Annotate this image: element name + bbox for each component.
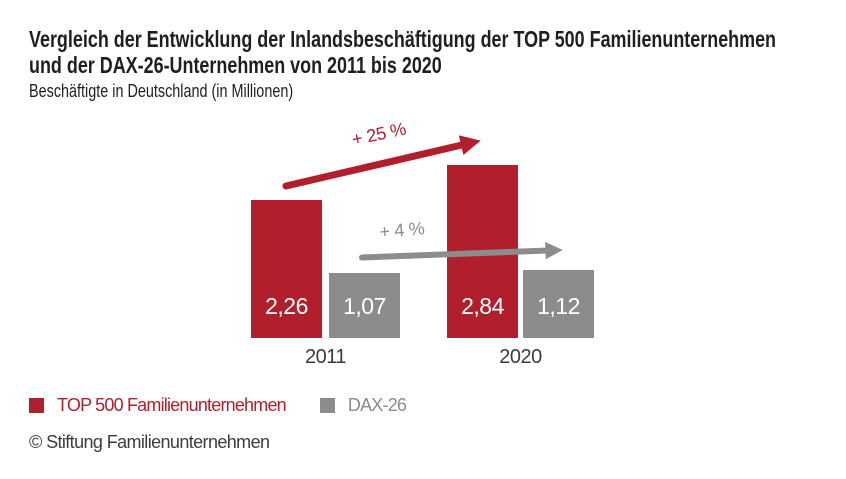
trend-arrow-top500 [282, 135, 481, 190]
chart-subtitle: Beschäftigte in Deutschland (in Millione… [29, 81, 294, 101]
bar-value-label-top500-2011: 2,26 [265, 293, 308, 319]
bar-value-label-dax26-2020: 1,12 [537, 293, 580, 319]
x-axis-label-2020: 2020 [499, 346, 542, 368]
legend-item-dax26: DAX-26 [319, 395, 407, 416]
bar-dax26-2011: 1,07 [329, 273, 400, 338]
growth-annotation-dax26: + 4 % [378, 218, 426, 242]
legend-swatch-top500 [29, 398, 44, 413]
legend-item-top500: TOP 500 Familienunternehmen [29, 395, 287, 416]
bar-value-label-dax26-2011: 1,07 [343, 293, 386, 319]
bar-value-label-top500-2020: 2,84 [461, 293, 504, 319]
copyright-note: © Stiftung Familienunternehmen [29, 432, 270, 452]
bar-top500-2011: 2,26 [251, 200, 322, 338]
growth-annotation-top500: + 25 % [350, 118, 408, 150]
legend-label-dax26: DAX-26 [347, 395, 407, 415]
x-axis-label-2011: 2011 [304, 346, 347, 368]
chart-title-line-1: Vergleich der Entwicklung der Inlandsbes… [29, 26, 777, 52]
legend: TOP 500 Familienunternehmen DAX-26 [29, 395, 407, 416]
legend-swatch-dax26 [319, 398, 335, 413]
bar-dax26-2020: 1,12 [523, 270, 594, 338]
chart-title-line-2: und der DAX-26-Unternehmen von 2011 bis … [29, 52, 442, 78]
chart-title: Vergleich der Entwicklung der Inlandsbes… [29, 26, 846, 78]
bar-top500-2020: 2,84 [447, 165, 518, 338]
legend-label-top500: TOP 500 Familienunternehmen [57, 395, 287, 415]
